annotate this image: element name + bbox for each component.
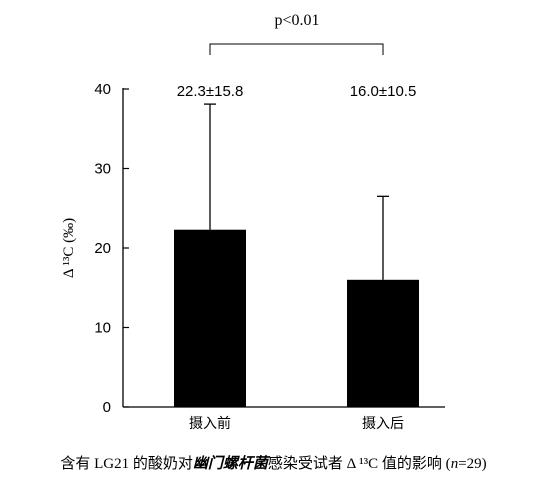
value-label: 22.3±15.8 bbox=[177, 83, 244, 100]
caption-suffix: 感染受试者 Δ ¹³C 值的影响 ( bbox=[267, 456, 451, 472]
caption-n-value: =29) bbox=[458, 456, 487, 472]
y-tick-label: 20 bbox=[94, 240, 111, 257]
bar bbox=[174, 229, 246, 407]
significance-bracket bbox=[209, 43, 384, 55]
significance-label: p<0.01 bbox=[274, 12, 319, 29]
y-tick-label: 0 bbox=[103, 399, 111, 416]
error-bars bbox=[204, 103, 389, 280]
x-tick-label: 摄入前 bbox=[189, 415, 231, 432]
x-tick-label: 摄入后 bbox=[362, 416, 404, 432]
bar-chart: 0 10 20 30 40 Δ ¹³C (‰) 22.3±15.8 摄入前 16.0±10.5 摄… bbox=[61, 12, 445, 432]
caption-pathogen: 幽门螺杆菌 bbox=[192, 456, 268, 472]
y-axis-label: Δ ¹³C (‰) bbox=[61, 218, 77, 278]
bars bbox=[174, 229, 419, 407]
y-tick-label: 40 bbox=[94, 81, 111, 98]
figure-caption: 含有 LG21 的酸奶对幽门螺杆菌感染受试者 Δ ¹³C 值的影响 (n=29) bbox=[0, 452, 547, 473]
y-tick-label: 10 bbox=[94, 320, 111, 337]
caption-prefix: 含有 LG21 的酸奶对 bbox=[60, 456, 193, 472]
caption-n-symbol: n bbox=[450, 456, 459, 472]
value-label: 16.0±10.5 bbox=[350, 83, 417, 100]
bar bbox=[347, 279, 419, 407]
y-tick-label: 30 bbox=[94, 161, 111, 178]
labels: 0 10 20 30 40 Δ ¹³C (‰) 22.3±15.8 摄入前 16.0±10.5 摄… bbox=[61, 12, 416, 432]
